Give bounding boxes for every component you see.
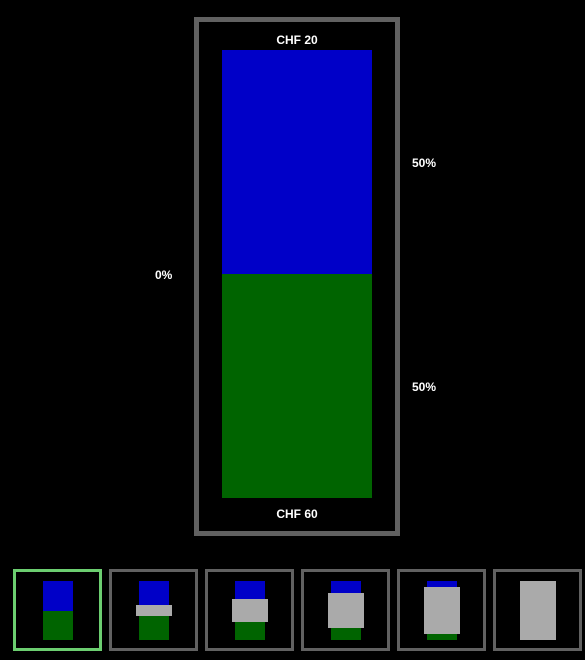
option-thumbnail-5[interactable] — [397, 569, 486, 651]
thumbnail-ambiguity-cover — [232, 598, 268, 623]
lottery-bar — [222, 50, 372, 498]
blue-outcome-segment — [222, 50, 372, 274]
option-thumbnail-4[interactable] — [301, 569, 390, 651]
option-thumbnail-1[interactable] — [13, 569, 102, 651]
top-payoff-label: CHF 20 — [276, 33, 318, 47]
thumbnail-ambiguity-cover — [520, 581, 556, 640]
ambiguity-percent-label: 0% — [155, 268, 173, 282]
option-thumbnail-2[interactable] — [109, 569, 198, 651]
lottery-frame — [194, 17, 400, 536]
blue-percent-label: 50% — [412, 156, 437, 170]
thumbnail-ambiguity-cover — [328, 592, 364, 629]
option-thumbnail-6[interactable] — [493, 569, 582, 651]
thumbnail-green-segment — [43, 610, 73, 640]
green-outcome-segment — [222, 274, 372, 498]
thumbnail-ambiguity-cover — [424, 586, 460, 635]
option-thumbnail-3[interactable] — [205, 569, 294, 651]
bottom-payoff-label: CHF 60 — [276, 507, 318, 521]
thumbnail-blue-segment — [43, 581, 73, 611]
green-percent-label: 50% — [412, 380, 437, 394]
thumbnail-bar — [43, 581, 73, 640]
option-thumbnail-row — [13, 569, 583, 653]
thumbnail-ambiguity-cover — [136, 604, 172, 617]
